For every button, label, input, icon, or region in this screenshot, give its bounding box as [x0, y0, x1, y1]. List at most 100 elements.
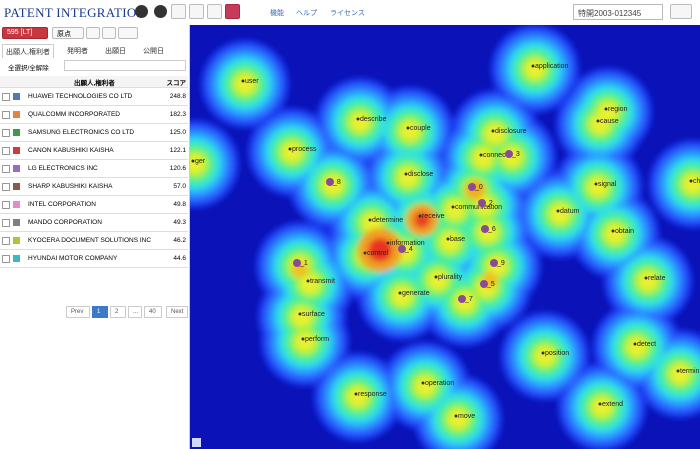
view-icon[interactable] — [207, 4, 222, 19]
checkbox[interactable] — [2, 182, 10, 191]
map-label[interactable]: signal — [598, 181, 617, 188]
map-label[interactable]: cause — [600, 118, 619, 125]
menu[interactable]: ヘルプ — [296, 10, 317, 17]
cluster-marker[interactable] — [480, 280, 488, 288]
tab[interactable]: 出願人,権利者 — [2, 44, 54, 58]
page-button[interactable]: ... — [128, 306, 142, 318]
zoom-out[interactable] — [102, 27, 116, 39]
column-header[interactable]: スコア — [162, 76, 188, 88]
map-label[interactable]: position — [545, 350, 569, 357]
page-button[interactable]: Next — [166, 306, 188, 318]
map-label[interactable]: response — [358, 391, 387, 398]
map-label[interactable]: _8 — [332, 179, 341, 186]
search-input[interactable]: 特開2003-012345 — [573, 4, 663, 20]
cluster-marker[interactable] — [505, 150, 513, 158]
checkbox[interactable] — [2, 236, 10, 245]
map-label[interactable]: process — [292, 146, 317, 153]
map-label[interactable]: _0 — [474, 184, 483, 191]
origin-button[interactable]: 原点 — [52, 27, 84, 39]
search-icon[interactable] — [171, 4, 186, 19]
map-label[interactable]: datum — [560, 208, 580, 215]
cluster-marker[interactable] — [326, 178, 334, 186]
map-label[interactable]: user — [245, 78, 259, 85]
page-button[interactable]: Prev — [66, 306, 90, 318]
map-label[interactable]: application — [535, 63, 569, 70]
column-header[interactable]: 出願人,権利者 — [26, 76, 163, 88]
map-label[interactable]: obtain — [615, 228, 634, 235]
map-label[interactable]: ger — [195, 158, 206, 165]
map-label[interactable]: describe — [360, 116, 387, 123]
map-label[interactable]: _1 — [299, 260, 308, 267]
cluster-marker[interactable] — [468, 183, 476, 191]
map-label[interactable]: disclose — [408, 171, 433, 178]
filter-input[interactable] — [64, 60, 186, 71]
cluster-marker[interactable] — [490, 259, 498, 267]
map-label[interactable]: relate — [648, 275, 666, 282]
map-label[interactable]: operation — [425, 380, 454, 387]
cluster-marker[interactable] — [458, 295, 466, 303]
map-icon[interactable] — [225, 4, 240, 19]
map-label[interactable]: move — [458, 413, 475, 420]
map-label[interactable]: control — [367, 250, 388, 257]
search-button[interactable] — [647, 4, 662, 19]
zoom-in[interactable] — [86, 27, 100, 39]
map-label[interactable]: extend — [602, 401, 623, 408]
checkbox[interactable] — [2, 110, 10, 119]
map-label[interactable]: communication — [455, 204, 502, 211]
map-label[interactable]: region — [608, 106, 628, 113]
map-label[interactable]: receive — [422, 213, 445, 220]
checkbox[interactable] — [2, 146, 10, 155]
settings-button[interactable] — [670, 4, 692, 19]
map-label[interactable]: terminal — [680, 368, 700, 375]
checkbox[interactable] — [2, 254, 10, 263]
map-label[interactable]: _3 — [511, 151, 520, 158]
count-button[interactable]: 595 [LT] — [2, 27, 48, 39]
cluster-marker[interactable] — [481, 225, 489, 233]
map-label[interactable]: couple — [410, 125, 431, 132]
cloud-icon[interactable] — [243, 4, 258, 19]
map-label[interactable]: _5 — [486, 281, 495, 288]
logo[interactable]: PATENT INTEGRATION — [4, 5, 147, 20]
checkbox[interactable] — [2, 128, 10, 137]
checkbox[interactable] — [2, 200, 10, 209]
map-label[interactable]: _7 — [464, 296, 473, 303]
map-label[interactable]: transmit — [310, 278, 335, 285]
cluster-marker[interactable] — [293, 259, 301, 267]
map-label[interactable]: detect — [637, 341, 656, 348]
cluster-marker[interactable] — [478, 199, 486, 207]
term-dot — [368, 218, 372, 222]
tab[interactable]: 公開日 — [143, 48, 164, 55]
page-button[interactable]: 40 — [144, 306, 162, 318]
back-button[interactable] — [135, 5, 148, 18]
checkbox[interactable] — [2, 92, 10, 101]
forward-button[interactable] — [154, 5, 167, 18]
map-label[interactable]: _9 — [496, 260, 505, 267]
checkbox[interactable] — [2, 164, 10, 173]
corner-button[interactable] — [192, 438, 201, 447]
map-label[interactable]: surface — [302, 311, 325, 318]
heatmap[interactable]: user application describe couple region cause… — [190, 25, 700, 449]
map-label[interactable]: base — [450, 236, 465, 243]
cluster-marker[interactable] — [398, 245, 406, 253]
page-button[interactable]: 2 — [110, 306, 126, 318]
chart-icon[interactable] — [189, 4, 204, 19]
menu[interactable]: ライセンス — [330, 10, 365, 17]
map-label[interactable]: connect — [483, 152, 508, 159]
map-label[interactable]: perform — [305, 336, 329, 343]
map-label[interactable]: _2 — [484, 200, 493, 207]
export[interactable] — [118, 27, 138, 39]
map-label[interactable]: _4 — [404, 246, 413, 253]
map-label[interactable]: plurality — [438, 274, 463, 281]
menu[interactable]: 機能 — [270, 10, 284, 17]
select-all[interactable]: 全選択/全解除 — [8, 65, 49, 72]
tab[interactable]: 発明者 — [67, 48, 88, 55]
map-label[interactable]: _6 — [487, 226, 496, 233]
map-label[interactable]: determine — [372, 217, 403, 224]
page-button[interactable]: 1 — [92, 306, 108, 318]
map-label[interactable]: disclosure — [495, 128, 527, 135]
map-label[interactable]: information — [390, 240, 425, 247]
map-label[interactable]: generate — [402, 290, 430, 297]
checkbox[interactable] — [2, 218, 10, 227]
tab[interactable]: 出願日 — [105, 48, 126, 55]
map-label[interactable]: cha — [693, 178, 700, 185]
